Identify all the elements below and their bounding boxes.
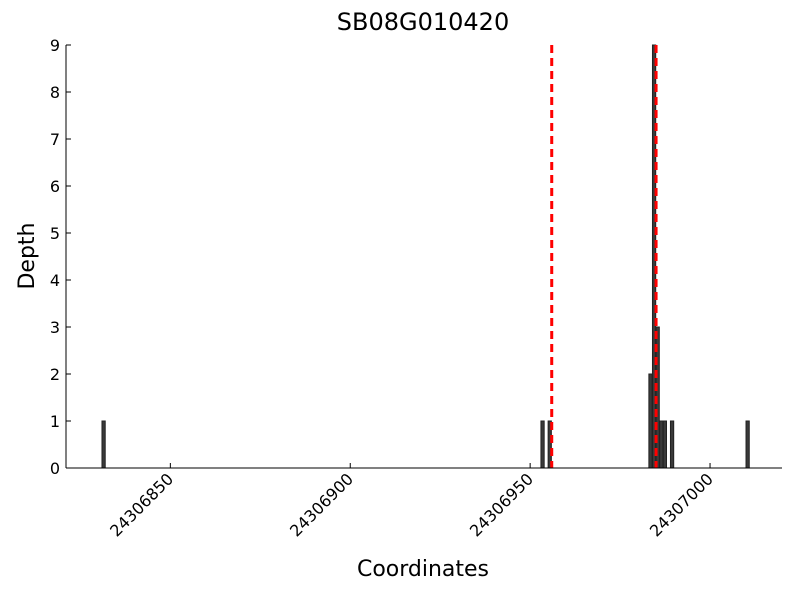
- chart-title: SB08G010420: [337, 8, 509, 36]
- bar: [745, 420, 750, 469]
- y-tick-label: 7: [50, 130, 60, 149]
- x-axis-label: Coordinates: [357, 557, 489, 582]
- x-tick-label: 24307000: [646, 469, 717, 540]
- bar: [659, 420, 664, 469]
- y-tick-label: 2: [50, 365, 60, 384]
- y-tick-label: 5: [50, 224, 60, 243]
- x-tick-label: 24306850: [106, 469, 177, 540]
- y-axis-label: Depth: [15, 222, 40, 289]
- y-tick-label: 9: [50, 36, 60, 55]
- y-tick-label: 0: [50, 459, 60, 478]
- x-tick-label: 24306900: [286, 469, 357, 540]
- x-tick-label: 24306950: [466, 469, 537, 540]
- y-tick-label: 4: [50, 271, 60, 290]
- y-tick-label: 3: [50, 318, 60, 337]
- bar: [669, 420, 675, 469]
- y-tick-label: 1: [50, 412, 60, 431]
- bar: [648, 373, 653, 469]
- bar: [101, 420, 106, 469]
- y-tick-label: 6: [50, 177, 60, 196]
- y-tick-label: 8: [50, 83, 60, 102]
- bar: [662, 420, 668, 469]
- bar: [540, 420, 545, 469]
